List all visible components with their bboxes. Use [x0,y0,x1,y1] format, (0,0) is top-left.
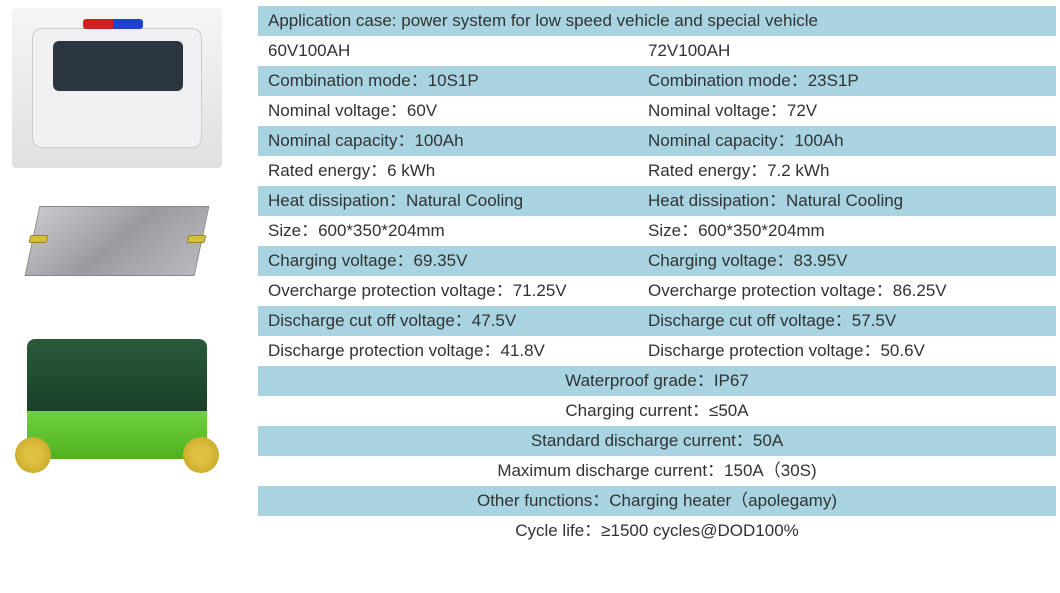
model-left: 60V100AH [268,36,648,66]
waterproof-row: Waterproof grade：IP67 [258,366,1056,396]
waterproof-text: Waterproof grade：IP67 [565,366,749,396]
discharge-prot-left: Discharge protection voltage：41.8V [268,336,648,366]
charging-current-row: Charging current：≤50A [258,396,1056,426]
max-discharge-text: Maximum discharge current：150A（30S) [497,456,816,486]
heat-left: Heat dissipation：Natural Cooling [268,186,648,216]
discharge-cut-right: Discharge cut off voltage：57.5V [648,306,1028,336]
discharge-prot-row: Discharge protection voltage：41.8V Disch… [258,336,1056,366]
size-right: Size：600*350*204mm [648,216,1028,246]
vehicle-image-1 [12,8,222,168]
vehicle-image-2 [12,314,222,484]
spec-table: Application case: power system for low s… [258,0,1060,593]
size-left: Size：600*350*204mm [268,216,648,246]
header-text: Application case: power system for low s… [268,6,818,36]
charging-voltage-right: Charging voltage：83.95V [648,246,1028,276]
nominal-capacity-right: Nominal capacity：100Ah [648,126,1028,156]
rated-energy-row: Rated energy：6 kWh Rated energy：7.2 kWh [258,156,1056,186]
std-discharge-row: Standard discharge current：50A [258,426,1056,456]
std-discharge-text: Standard discharge current：50A [531,426,783,456]
nominal-capacity-left: Nominal capacity：100Ah [268,126,648,156]
combination-left: Combination mode：10S1P [268,66,648,96]
overcharge-left: Overcharge protection voltage：71.25V [268,276,648,306]
model-row: 60V100AH 72V100AH [258,36,1056,66]
image-column [0,0,258,593]
charging-voltage-row: Charging voltage：69.35V Charging voltage… [258,246,1056,276]
model-right: 72V100AH [648,36,1028,66]
charging-voltage-left: Charging voltage：69.35V [268,246,648,276]
nominal-voltage-left: Nominal voltage：60V [268,96,648,126]
heat-right: Heat dissipation：Natural Cooling [648,186,1028,216]
other-row: Other functions：Charging heater（apolegam… [258,486,1056,516]
discharge-cut-row: Discharge cut off voltage：47.5V Discharg… [258,306,1056,336]
discharge-prot-right: Discharge protection voltage：50.6V [648,336,1028,366]
overcharge-right: Overcharge protection voltage：86.25V [648,276,1028,306]
rated-energy-right: Rated energy：7.2 kWh [648,156,1028,186]
cycle-text: Cycle life：≥1500 cycles@DOD100% [515,516,799,546]
cycle-row: Cycle life：≥1500 cycles@DOD100% [258,516,1056,546]
other-text: Other functions：Charging heater（apolegam… [477,486,837,516]
overcharge-row: Overcharge protection voltage：71.25V Ove… [258,276,1056,306]
size-row: Size：600*350*204mm Size：600*350*204mm [258,216,1056,246]
nominal-voltage-right: Nominal voltage：72V [648,96,1028,126]
heat-row: Heat dissipation：Natural Cooling Heat di… [258,186,1056,216]
nominal-voltage-row: Nominal voltage：60V Nominal voltage：72V [258,96,1056,126]
nominal-capacity-row: Nominal capacity：100Ah Nominal capacity：… [258,126,1056,156]
spec-sheet: Application case: power system for low s… [0,0,1060,593]
header-row: Application case: power system for low s… [258,6,1056,36]
charging-current-text: Charging current：≤50A [565,396,748,426]
combination-row: Combination mode：10S1P Combination mode：… [258,66,1056,96]
max-discharge-row: Maximum discharge current：150A（30S) [258,456,1056,486]
combination-right: Combination mode：23S1P [648,66,1028,96]
discharge-cut-left: Discharge cut off voltage：47.5V [268,306,648,336]
battery-image [12,186,222,296]
rated-energy-left: Rated energy：6 kWh [268,156,648,186]
